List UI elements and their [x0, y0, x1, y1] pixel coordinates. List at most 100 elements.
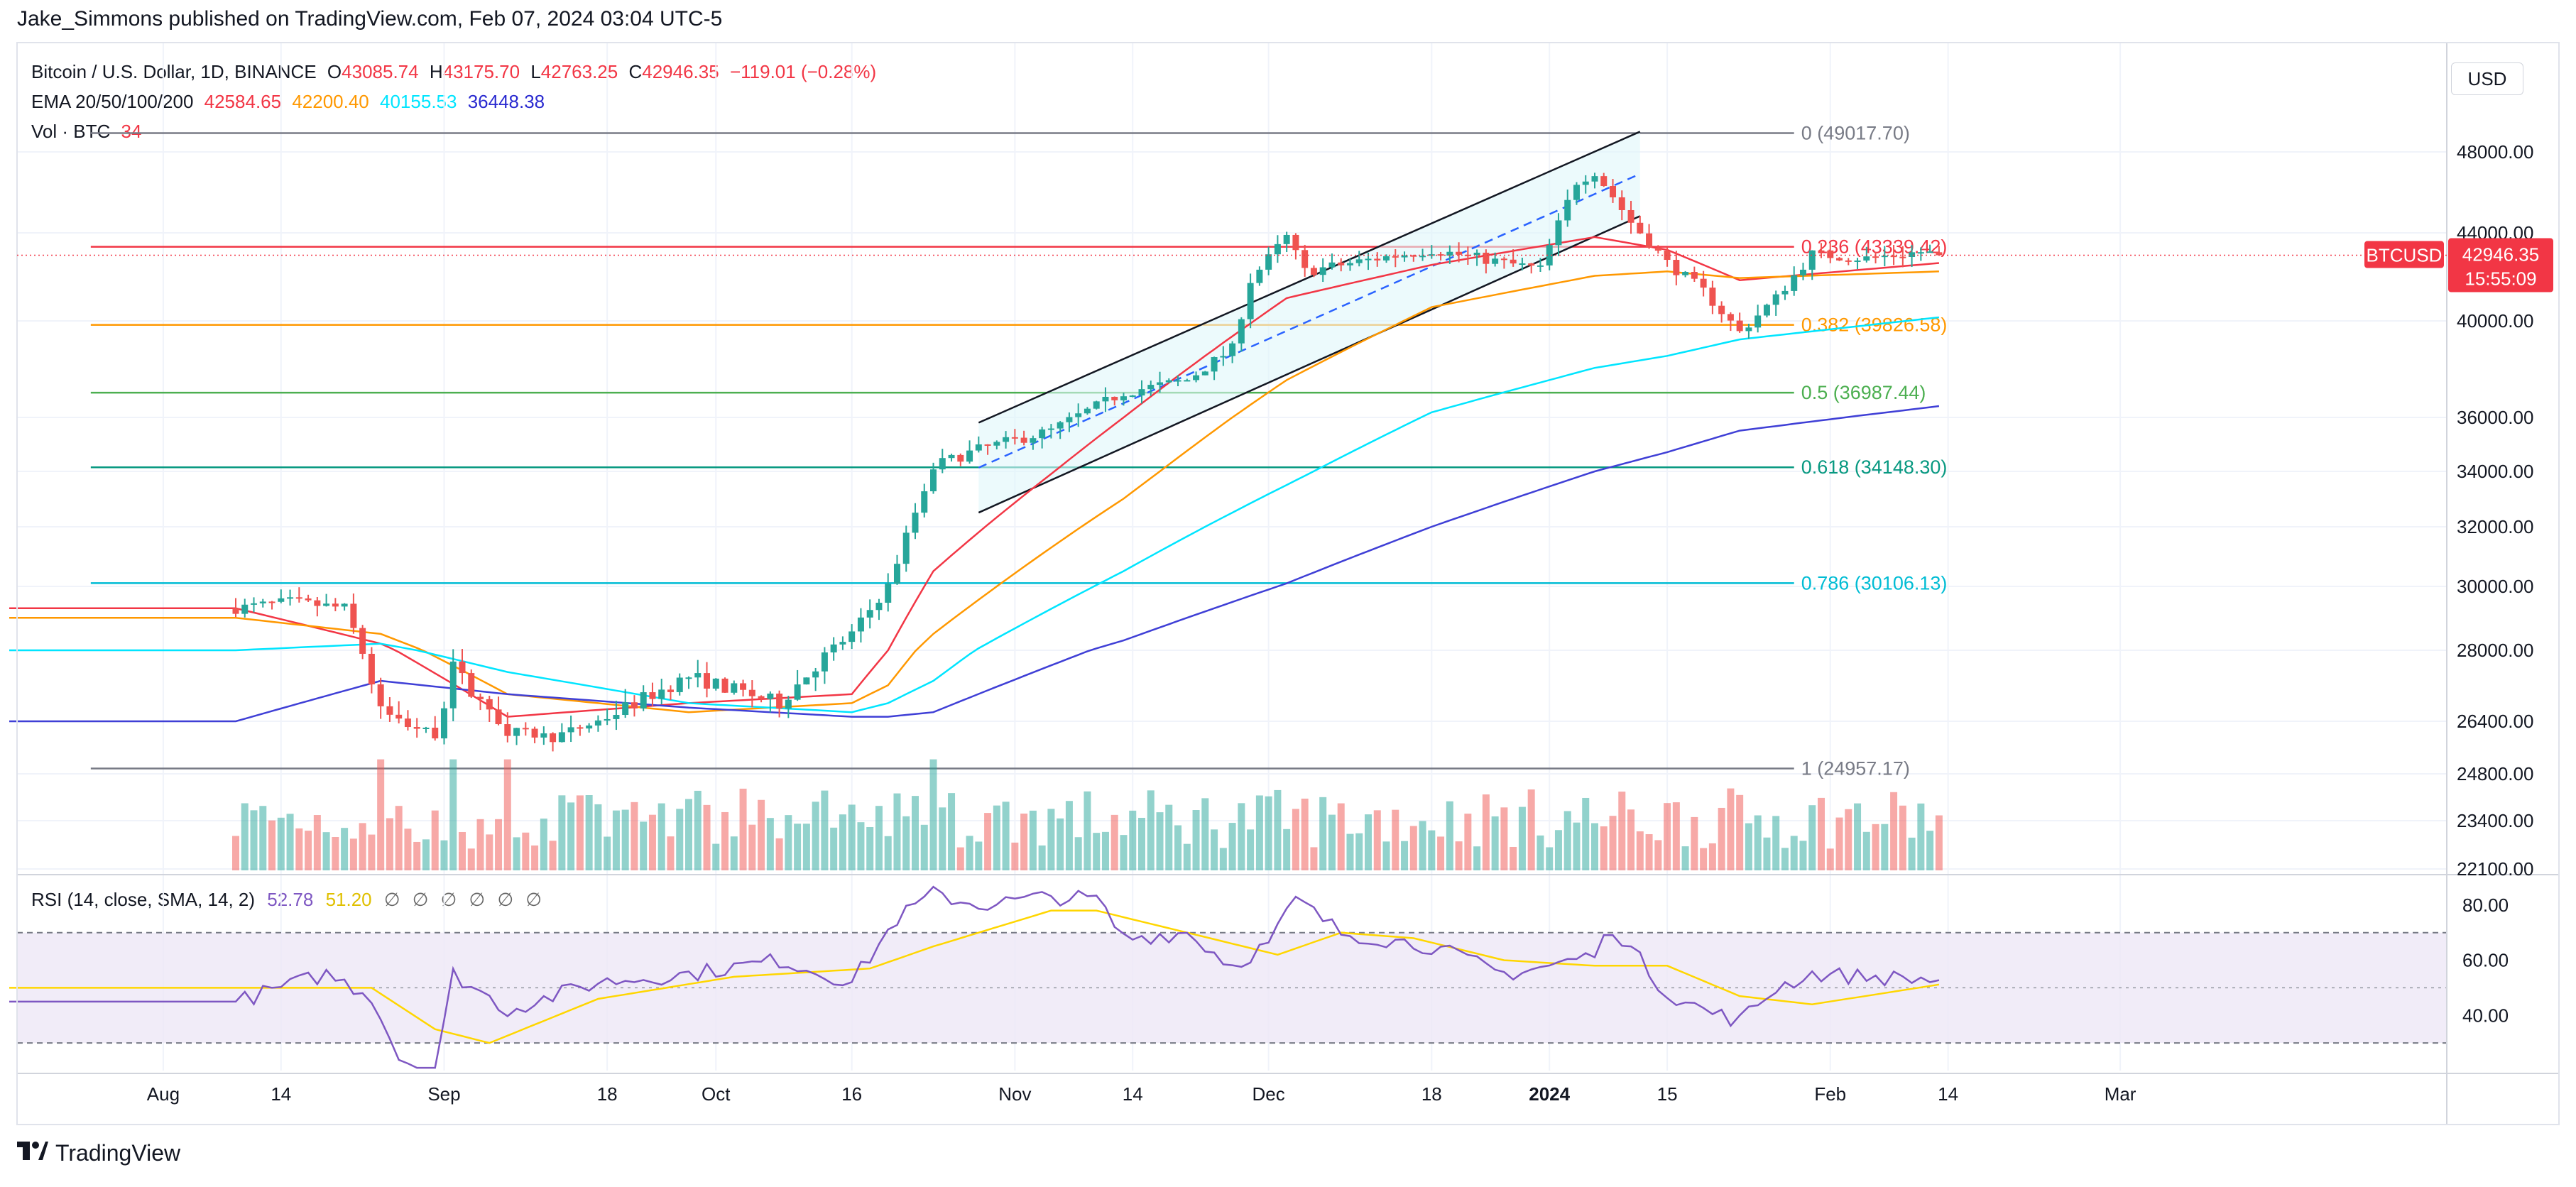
candle-body[interactable] [1772, 294, 1779, 305]
candle-body[interactable] [341, 603, 348, 607]
candle-body[interactable] [359, 628, 366, 654]
candle-body[interactable] [577, 727, 584, 729]
candle-body[interactable] [957, 454, 964, 462]
last-price-tag[interactable] [2448, 238, 2553, 292]
candle-body[interactable] [1799, 269, 1806, 275]
candle-body[interactable] [1138, 389, 1145, 396]
candle-body[interactable] [1727, 314, 1734, 321]
candle-body[interactable] [232, 608, 239, 614]
candle-body[interactable] [1066, 417, 1073, 422]
symbol-title[interactable]: Bitcoin / U.S. Dollar, 1D, BINANCE [31, 61, 317, 82]
candle-body[interactable] [939, 458, 946, 470]
rsi-legend[interactable]: RSI (14, close, SMA, 14, 2) 52.78 51.20 … [31, 889, 549, 911]
candle-body[interactable] [1673, 260, 1680, 275]
candle-body[interactable] [921, 491, 928, 513]
candle-body[interactable] [495, 709, 502, 725]
candle-body[interactable] [1909, 252, 1916, 257]
channel-median-line[interactable] [978, 173, 1641, 469]
candle-body[interactable] [857, 617, 864, 632]
candle-body[interactable] [1582, 181, 1589, 185]
candle-body[interactable] [721, 678, 728, 693]
candle-body[interactable] [1075, 413, 1082, 417]
rsi-line[interactable] [9, 885, 1940, 1069]
candle-body[interactable] [622, 702, 629, 716]
candle-body[interactable] [812, 671, 819, 678]
candle-body[interactable] [758, 696, 765, 699]
candle-body[interactable] [323, 603, 330, 606]
candle-body[interactable] [704, 673, 711, 689]
candle-body[interactable] [1365, 258, 1372, 261]
candle-body[interactable] [1736, 320, 1743, 332]
candle-body[interactable] [1111, 396, 1118, 400]
candle-body[interactable] [368, 653, 375, 685]
candle-body[interactable] [413, 727, 420, 729]
candle-body[interactable] [1528, 263, 1535, 266]
candle-body[interactable] [1899, 256, 1906, 258]
candle-body[interactable] [1157, 382, 1164, 385]
candle-body[interactable] [1346, 263, 1353, 266]
candle-body[interactable] [1265, 254, 1272, 270]
candle-body[interactable] [1510, 259, 1517, 264]
tradingview-brand[interactable]: ⁠ TradingView [17, 1140, 180, 1166]
candle-body[interactable] [314, 600, 321, 606]
candle-body[interactable] [984, 444, 991, 446]
candle-body[interactable] [1564, 199, 1571, 221]
candle-body[interactable] [1283, 234, 1290, 244]
candle-body[interactable] [1211, 357, 1218, 372]
candle-body[interactable] [1355, 259, 1363, 263]
candle-body[interactable] [640, 692, 647, 709]
candle-body[interactable] [1745, 327, 1752, 332]
candle-body[interactable] [631, 702, 638, 709]
candle-body[interactable] [1473, 252, 1480, 256]
candle-body[interactable] [1292, 234, 1299, 251]
candle-body[interactable] [1610, 185, 1617, 197]
candle-body[interactable] [1519, 263, 1526, 265]
candle-body[interactable] [468, 673, 475, 697]
candle-body[interactable] [586, 725, 593, 729]
candle-body[interactable] [1456, 251, 1463, 255]
candle-body[interactable] [1836, 258, 1843, 261]
candle-body[interactable] [1573, 185, 1580, 200]
rsi-sma-line[interactable] [9, 909, 1940, 1044]
candle-body[interactable] [1129, 395, 1136, 398]
candle-body[interactable] [1854, 260, 1861, 262]
candle-body[interactable] [259, 601, 266, 603]
candle-body[interactable] [395, 714, 403, 719]
candle-body[interactable] [930, 469, 937, 491]
candle-body[interactable] [241, 604, 249, 614]
candle-body[interactable] [1093, 401, 1100, 409]
candle-body[interactable] [1338, 262, 1345, 266]
candle-body[interactable] [1827, 250, 1834, 258]
candle-body[interactable] [712, 678, 719, 689]
candle-body[interactable] [1464, 254, 1471, 256]
candle-body[interactable] [1147, 385, 1155, 390]
ema50-line[interactable] [9, 270, 1939, 713]
candle-body[interactable] [251, 603, 258, 605]
candle-body[interactable] [287, 597, 294, 599]
candle-body[interactable] [1591, 176, 1598, 182]
candle-body[interactable] [848, 631, 856, 642]
candle-body[interactable] [1102, 396, 1109, 402]
candle-body[interactable] [1754, 315, 1762, 328]
candle-body[interactable] [386, 706, 393, 715]
candle-body[interactable] [1220, 356, 1227, 358]
candle-body[interactable] [875, 603, 883, 611]
candle-body[interactable] [885, 584, 892, 603]
candle-body[interactable] [975, 444, 982, 451]
candle-body[interactable] [1039, 429, 1046, 439]
candle-body[interactable] [685, 677, 692, 679]
candle-body[interactable] [1926, 251, 1933, 253]
candle-body[interactable] [1646, 233, 1653, 248]
candle-body[interactable] [1936, 252, 1943, 256]
candle-body[interactable] [1401, 255, 1408, 258]
candle-body[interactable] [513, 728, 520, 736]
candle-body[interactable] [1537, 265, 1544, 267]
candle-body[interactable] [1374, 258, 1381, 261]
candle-body[interactable] [776, 693, 783, 709]
candle-body[interactable] [821, 652, 828, 672]
candle-body[interactable] [748, 689, 755, 696]
candle-body[interactable] [1011, 437, 1018, 439]
candle-body[interactable] [1120, 396, 1127, 400]
candle-body[interactable] [1274, 244, 1281, 255]
candle-body[interactable] [1184, 380, 1191, 382]
